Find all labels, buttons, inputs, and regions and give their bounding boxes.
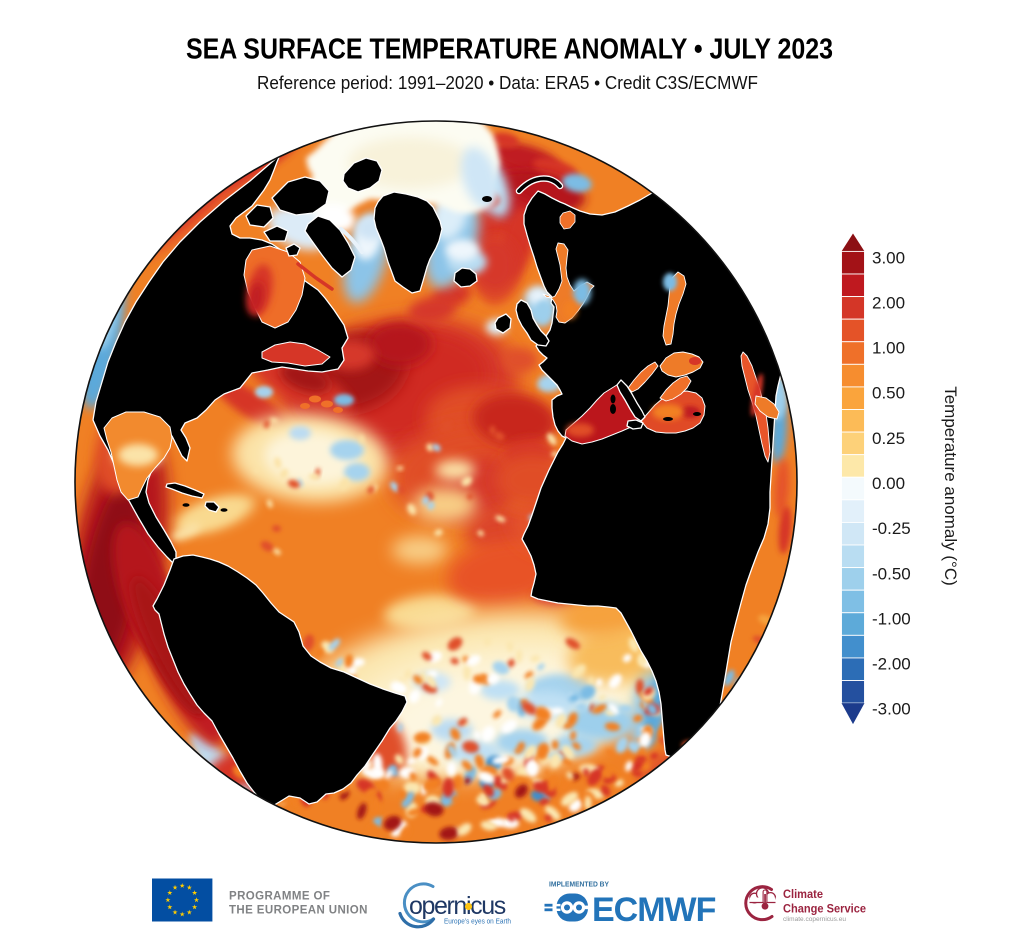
svg-text:Change Service: Change Service: [783, 902, 866, 916]
svg-text:PROGRAMME OF: PROGRAMME OF: [229, 891, 330, 903]
svg-text:0.50: 0.50: [872, 384, 905, 403]
svg-text:-0.50: -0.50: [872, 564, 911, 583]
svg-text:1.00: 1.00: [872, 339, 905, 358]
svg-text:-2.00: -2.00: [872, 655, 911, 674]
svg-text:-3.00: -3.00: [872, 700, 911, 719]
svg-text:Reference period: 1991–2020 •: Reference period: 1991–2020 • Data: ERA5…: [257, 73, 758, 93]
svg-text:-1.00: -1.00: [872, 609, 911, 628]
svg-text:2.00: 2.00: [872, 293, 905, 312]
svg-text:0.25: 0.25: [872, 429, 905, 448]
svg-text:Climate: Climate: [783, 887, 823, 901]
svg-text:ECMWF: ECMWF: [592, 891, 716, 929]
svg-text:opernicus: opernicus: [409, 892, 506, 920]
svg-text:3.00: 3.00: [872, 248, 905, 267]
svg-text:-0.25: -0.25: [872, 519, 911, 538]
svg-text:Europe’s eyes on Earth: Europe’s eyes on Earth: [444, 919, 511, 926]
svg-text:THE EUROPEAN UNION: THE EUROPEAN UNION: [229, 905, 368, 917]
svg-text:Temperature anomaly (°C): Temperature anomaly (°C): [941, 386, 960, 586]
svg-text:climate.copernicus.eu: climate.copernicus.eu: [783, 916, 846, 923]
svg-text:SEA SURFACE TEMPERATURE ANOMAL: SEA SURFACE TEMPERATURE ANOMALY • JULY 2…: [186, 34, 833, 66]
svg-text:IMPLEMENTED BY: IMPLEMENTED BY: [549, 880, 609, 889]
svg-text:0.00: 0.00: [872, 474, 905, 493]
